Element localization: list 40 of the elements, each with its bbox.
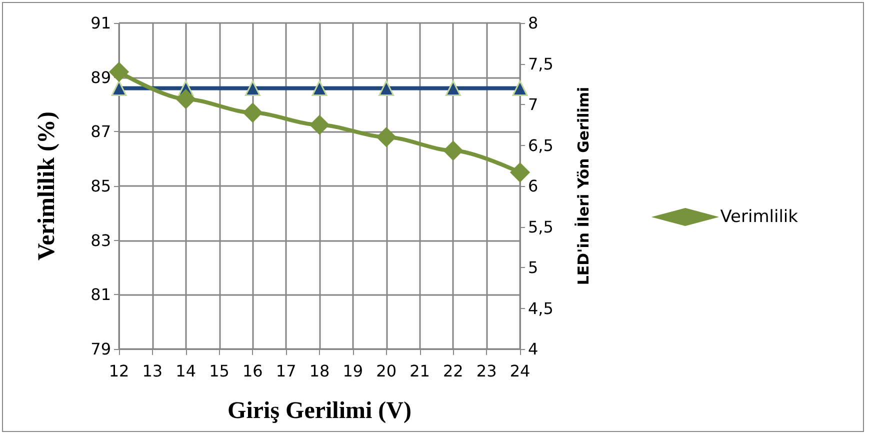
x-tick-label: 13 — [142, 362, 163, 380]
x-tick-label: 18 — [309, 362, 330, 380]
x-tick-label: 24 — [510, 362, 530, 380]
point — [109, 62, 129, 82]
y-axis-title: Verimlilik (%) — [34, 111, 60, 261]
legend-label: Verimlilik — [720, 207, 798, 227]
x-tick-label: 20 — [376, 362, 397, 380]
y-tick-label: 83 — [90, 230, 111, 250]
x-tick-label: 23 — [476, 362, 497, 380]
y-tick-label: 85 — [90, 176, 111, 196]
point — [443, 140, 463, 160]
y-tick-label: 79 — [90, 340, 111, 358]
y2-tick-label: 5,5 — [528, 217, 554, 236]
y2-tick-label: 4 — [528, 340, 538, 358]
y2-tick-label: 5 — [528, 258, 538, 277]
y2-tick-label: 7 — [528, 95, 538, 114]
x-tick-label: 19 — [342, 362, 364, 380]
x-tick-label: 17 — [276, 362, 296, 380]
y2-tick-label: 7,5 — [528, 54, 554, 74]
x-axis-title: Giriş Gerilimi (V) — [228, 398, 412, 424]
y2-axis-title: LED'in İleri Yön Gerilimi — [574, 86, 592, 286]
y-tick-label: 89 — [90, 68, 111, 87]
x-tick-label: 15 — [209, 362, 230, 380]
point — [510, 162, 530, 182]
y-tick-label: 81 — [90, 285, 111, 304]
y2-tick-label: 8 — [528, 14, 538, 32]
point — [176, 89, 196, 109]
point — [310, 115, 330, 135]
point — [242, 102, 262, 122]
x-tick-label: 21 — [410, 362, 430, 380]
y2-tick-label: 6 — [528, 176, 538, 196]
y-tick-label: 91 — [90, 14, 111, 32]
x-tick-label: 14 — [176, 362, 196, 380]
x-tick-label: 16 — [242, 362, 263, 380]
point — [376, 127, 396, 147]
x-tick-label: 12 — [108, 362, 130, 380]
y2-tick-label: 4,5 — [528, 298, 554, 318]
y-tick-label: 87 — [90, 122, 111, 142]
x-tick-label: 22 — [442, 362, 464, 380]
y2-tick-label: 6,5 — [528, 136, 554, 155]
